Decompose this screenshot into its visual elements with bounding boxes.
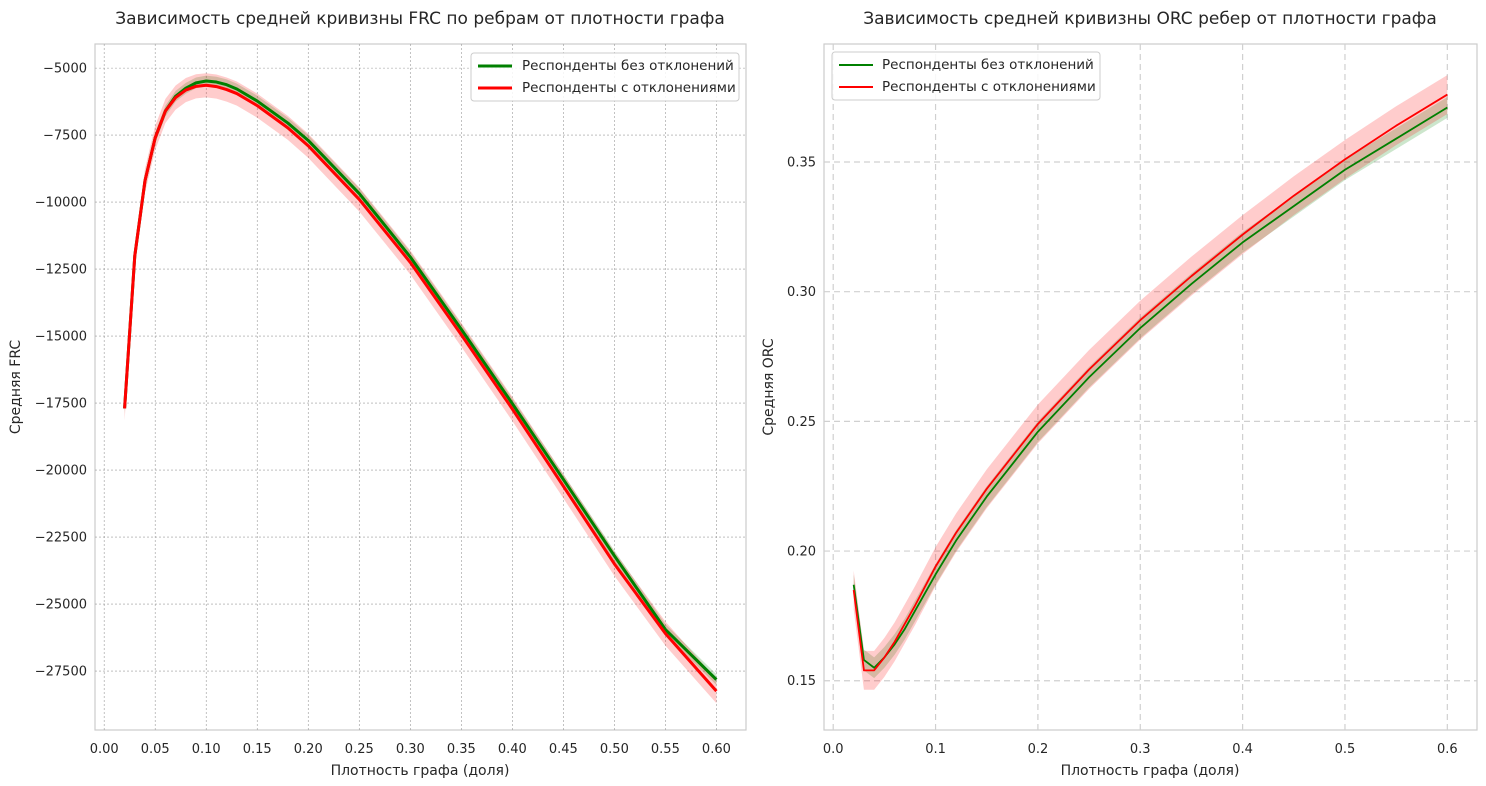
frc-plot-area [94,43,747,731]
frc-chart: 0.00 0.05 0.10 0.15 0.20 0.25 0.30 0.35 0.40 0.45… [8,9,747,779]
frc-y-tick-label: −22500 [35,531,87,546]
frc-y-tick-label: −20000 [35,464,87,479]
orc-legend: Респонденты без отклонений Респонденты с… [831,51,1101,101]
orc-y-axis-label: Средняя ORC [761,338,777,435]
frc-x-tick-label: 0.55 [651,742,680,757]
frc-x-tick-label: 0.05 [141,742,170,757]
orc-y-tick-label: 0.30 [787,285,816,300]
frc-x-tick-label: 0.45 [549,742,578,757]
frc-y-tick-label: −27500 [35,665,87,680]
frc-y-tick-label: −15000 [35,330,87,345]
frc-x-tick-label: 0.50 [600,742,629,757]
orc-line-deviant [852,93,1448,672]
orc-bands [853,75,1448,690]
frc-x-tick-label: 0.00 [90,742,119,757]
frc-x-tick-label: 0.20 [294,742,323,757]
orc-band-normal [853,97,1448,679]
orc-legend-label-normal: Респонденты без отклонений [882,57,1094,73]
frc-y-tick-label: −12500 [35,263,87,278]
orc-x-tick-label: 0.2 [1028,742,1049,757]
frc-line-deviant [123,83,718,693]
orc-legend-label-deviant: Респонденты с отклонениями [882,79,1096,95]
frc-legend: Респонденты без отклонений Респонденты с… [470,52,740,102]
orc-chart: 0.0 0.1 0.2 0.3 0.4 0.5 0.6 0.150.200.250.300.… [761,9,1478,779]
orc-x-tick-label: 0.6 [1437,742,1458,757]
orc-x-ticks: 0.0 0.1 0.2 0.3 0.4 0.5 0.6 [823,742,1458,757]
orc-band-deviant [853,75,1448,690]
orc-grid [824,44,1477,730]
orc-y-tick-label: 0.20 [787,545,816,560]
frc-chart-title: Зависимость средней кривизны FRC по ребр… [115,9,725,29]
frc-y-tick-label: −5000 [43,62,87,77]
frc-x-tick-label: 0.25 [345,742,374,757]
frc-x-tick-label: 0.60 [702,742,731,757]
orc-x-tick-label: 0.3 [1130,742,1151,757]
frc-legend-frame [470,52,740,102]
orc-plot-area [823,43,1478,731]
frc-y-ticks: −5000 −7500 −10000 −12500 −15000 −17500 −20000… [35,62,87,680]
frc-x-axis-label: Плотность графа (доля) [331,763,510,779]
orc-x-tick-label: 0.5 [1335,742,1356,757]
frc-legend-label-deviant: Респонденты с отклонениями [522,80,736,96]
frc-y-tick-label: −17500 [35,397,87,412]
frc-x-tick-label: 0.40 [498,742,527,757]
orc-y-tick-label: 0.15 [787,674,816,689]
orc-y-tick-label: 0.35 [787,156,816,171]
orc-x-tick-label: 0.4 [1232,742,1253,757]
orc-x-tick-label: 0.0 [823,742,844,757]
orc-lines [852,93,1448,672]
frc-y-tick-label: −25000 [35,598,87,613]
frc-x-ticks: 0.00 0.05 0.10 0.15 0.20 0.25 0.30 0.35 0.40 0.45… [90,742,731,757]
frc-legend-label-normal: Респонденты без отклонений [522,58,734,74]
frc-lines [123,79,718,693]
frc-x-tick-label: 0.30 [396,742,425,757]
frc-y-axis-label: Средняя FRC [8,340,24,434]
frc-x-tick-label: 0.15 [243,742,272,757]
frc-y-tick-label: −10000 [35,196,87,211]
orc-legend-frame [831,51,1101,101]
frc-x-tick-label: 0.10 [192,742,221,757]
orc-chart-title: Зависимость средней кривизны ORC ребер о… [863,9,1437,29]
frc-x-tick-label: 0.35 [447,742,476,757]
orc-y-ticks: 0.15 0.20 0.25 0.30 0.35 [787,156,816,690]
orc-y-tick-label: 0.25 [787,415,816,430]
frc-y-tick-label: −7500 [43,129,87,144]
orc-x-axis-label: Плотность графа (доля) [1061,763,1240,779]
orc-x-tick-label: 0.1 [925,742,946,757]
